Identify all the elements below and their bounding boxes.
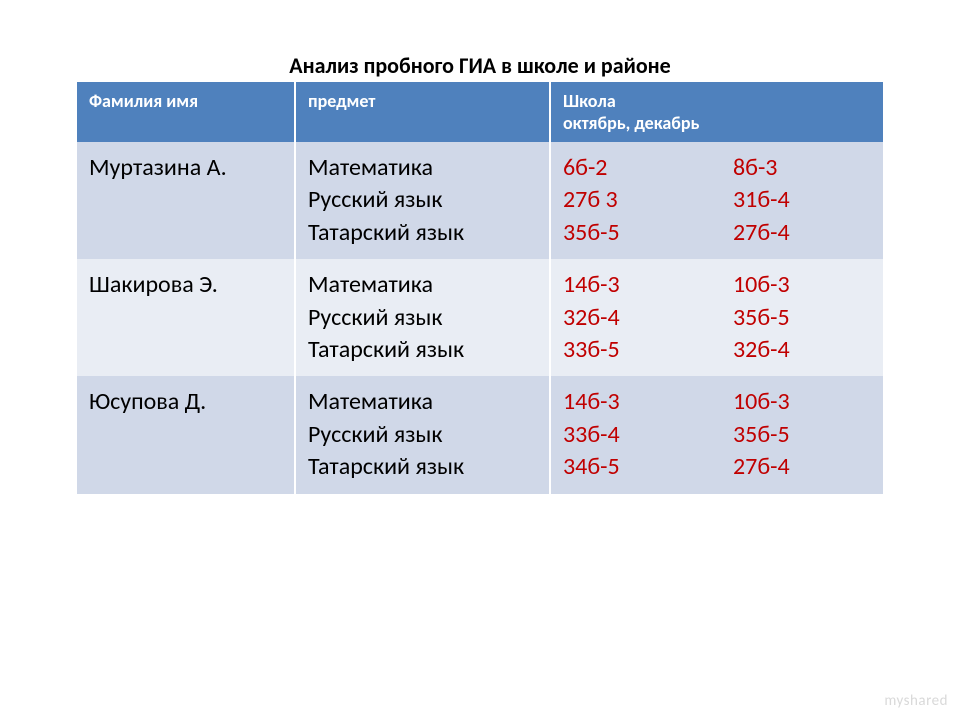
score-l: 34б-5 [563,451,733,483]
score-r: 35б-5 [733,302,790,334]
score-r: 8б-3 [733,152,777,184]
table-row: Муртазина А. Математика Русский язык Тат… [77,142,883,259]
student-name: Юсупова Д. [77,376,295,493]
score-l: 33б-5 [563,334,733,366]
header-school-line2: октябрь, декабрь [563,112,699,134]
score-l: 27б 3 [563,184,733,216]
score-l: 14б-3 [563,269,733,301]
score-r: 35б-5 [733,419,790,451]
header-school: Школа октябрь, декабрь [550,82,883,142]
score-r: 27б-4 [733,217,790,249]
score-l: 32б-4 [563,302,733,334]
page-title: Анализ пробного ГИА в школе и районе [0,52,960,79]
scores: 14б-3 10б-3 32б-4 35б-5 33б-5 32б-4 [550,259,883,376]
header-name: Фамилия имя [77,82,295,142]
score-r: 10б-3 [733,386,790,418]
results-table: Фамилия имя предмет Школа октябрь, декаб… [77,82,883,494]
score-r: 10б-3 [733,269,790,301]
score-r: 32б-4 [733,334,790,366]
slide: Анализ пробного ГИА в школе и районе Фам… [0,0,960,720]
watermark: myshared [884,692,948,710]
header-school-line1: Школа [563,90,616,112]
subjects: Математика Русский язык Татарский язык [295,376,550,493]
score-l: 14б-3 [563,386,733,418]
subjects: Математика Русский язык Татарский язык [295,142,550,259]
score-r: 27б-4 [733,451,790,483]
table-row: Шакирова Э. Математика Русский язык Тата… [77,259,883,376]
table-row: Юсупова Д. Математика Русский язык Татар… [77,376,883,493]
score-r: 31б-4 [733,184,790,216]
score-l: 6б-2 [563,152,733,184]
header-subject: предмет [295,82,550,142]
table-header-row: Фамилия имя предмет Школа октябрь, декаб… [77,82,883,142]
subjects: Математика Русский язык Татарский язык [295,259,550,376]
scores: 6б-28б-3 27б 331б-4 35б-5 27б-4 [550,142,883,259]
score-l: 33б-4 [563,419,733,451]
student-name: Шакирова Э. [77,259,295,376]
scores: 14б-3 10б-3 33б-4 35б-5 34б-5 27б-4 [550,376,883,493]
score-l: 35б-5 [563,217,733,249]
student-name: Муртазина А. [77,142,295,259]
